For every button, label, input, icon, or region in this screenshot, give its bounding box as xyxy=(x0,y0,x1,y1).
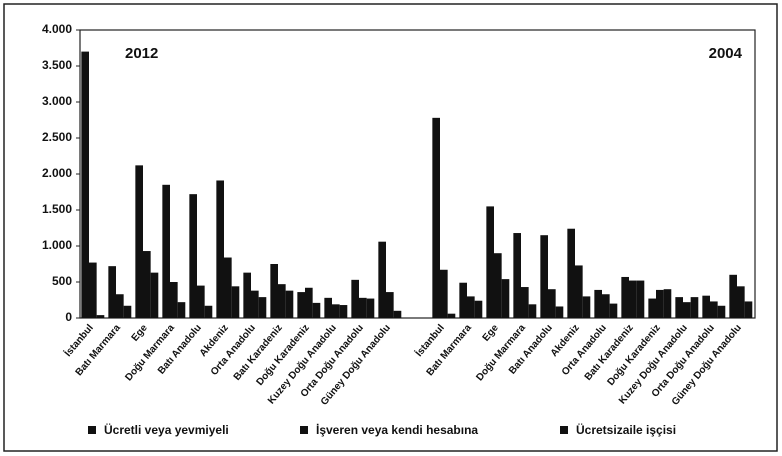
bar xyxy=(528,304,537,318)
y-tick-label: 1.000 xyxy=(42,238,72,252)
bar xyxy=(108,266,116,318)
bar xyxy=(629,280,637,318)
bar xyxy=(521,287,529,318)
bar xyxy=(432,117,440,318)
y-tick-label: 2.000 xyxy=(42,166,72,180)
bar xyxy=(656,289,664,318)
bar xyxy=(690,297,699,318)
bar xyxy=(744,301,753,318)
bar xyxy=(555,306,564,318)
bar xyxy=(366,298,375,318)
bar xyxy=(602,294,610,318)
bar xyxy=(305,287,313,318)
bar xyxy=(216,180,224,318)
bar xyxy=(177,302,186,318)
legend-label: Ücretsizaile işçisi xyxy=(576,422,676,437)
legend-swatch xyxy=(300,426,308,434)
y-tick-label: 2.500 xyxy=(42,130,72,144)
bar xyxy=(278,284,286,318)
bar xyxy=(251,290,259,318)
bar xyxy=(683,302,691,318)
bar xyxy=(567,228,575,318)
bar xyxy=(189,194,197,318)
bar xyxy=(675,297,683,318)
y-tick-label: 1.500 xyxy=(42,202,72,216)
bar xyxy=(162,184,170,318)
bar xyxy=(474,300,483,318)
bar xyxy=(702,295,710,318)
bar xyxy=(467,296,475,318)
bar xyxy=(594,289,602,318)
bar xyxy=(386,292,394,318)
bar xyxy=(297,292,305,318)
bar xyxy=(548,289,556,318)
bar xyxy=(393,310,402,318)
bar xyxy=(285,290,294,318)
outer-frame xyxy=(3,3,778,452)
bar xyxy=(447,313,456,318)
annotation: 2012 xyxy=(125,45,158,62)
bar xyxy=(663,289,672,318)
legend-swatch xyxy=(88,426,96,434)
bar xyxy=(197,285,205,318)
bar xyxy=(243,272,251,318)
bar xyxy=(123,305,132,318)
bar xyxy=(135,165,143,318)
bar xyxy=(150,272,159,318)
y-tick-label: 3.000 xyxy=(42,94,72,108)
legend-swatch xyxy=(560,426,568,434)
bar xyxy=(332,304,340,318)
bar xyxy=(737,286,745,318)
bar xyxy=(96,315,105,318)
bar xyxy=(312,302,321,318)
bar xyxy=(621,276,629,318)
bar xyxy=(717,305,726,318)
y-tick-label: 3.500 xyxy=(42,58,72,72)
bar xyxy=(351,279,359,318)
bar xyxy=(710,301,718,318)
annotation: 2004 xyxy=(709,45,743,62)
bar xyxy=(81,51,89,318)
bar xyxy=(513,233,521,318)
bar xyxy=(459,282,467,318)
bar xyxy=(359,297,367,318)
bar xyxy=(729,274,737,318)
bar xyxy=(494,253,502,318)
bar xyxy=(258,297,267,318)
bar xyxy=(440,269,448,318)
legend-label: İşveren veya kendi hesabına xyxy=(316,422,478,437)
bar xyxy=(339,305,348,318)
bar xyxy=(231,286,240,318)
y-tick-label: 0 xyxy=(65,310,72,324)
bar xyxy=(170,282,178,318)
bar xyxy=(609,303,618,318)
bar xyxy=(486,206,494,318)
bar xyxy=(636,280,645,318)
bar xyxy=(648,298,656,318)
bar xyxy=(116,294,124,318)
bar xyxy=(540,235,548,318)
bar xyxy=(143,251,151,318)
y-tick-label: 500 xyxy=(52,274,72,288)
y-tick-label: 4.000 xyxy=(42,22,72,36)
bar xyxy=(270,264,278,318)
bar xyxy=(501,279,510,318)
bar xyxy=(575,265,583,318)
bar xyxy=(324,297,332,318)
bar xyxy=(582,296,591,318)
bar xyxy=(204,305,213,318)
legend-label: Ücretli veya yevmiyeli xyxy=(104,422,229,437)
bar xyxy=(89,262,97,318)
bar xyxy=(224,257,232,318)
bar xyxy=(378,241,386,318)
